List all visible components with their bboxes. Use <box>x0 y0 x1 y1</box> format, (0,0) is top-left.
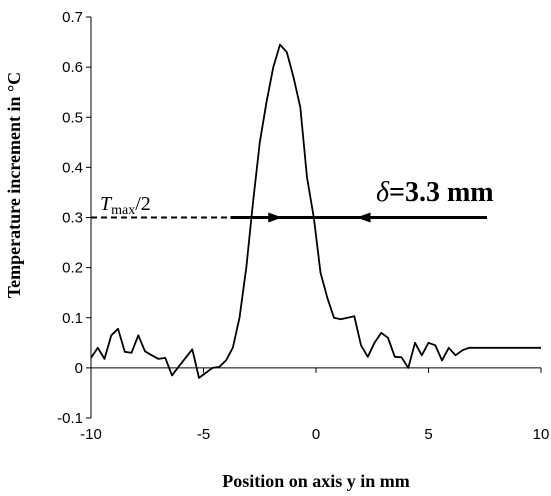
y-axis-ticks: -0.1 0 0.1 0.2 0.3 0.4 0.5 0.6 0.7 <box>57 9 91 427</box>
y-tick-label: 0.7 <box>62 9 83 26</box>
x-axis-ticks: -10 -5 0 5 10 <box>80 367 550 443</box>
x-tick-label: -10 <box>80 426 102 443</box>
series-group <box>90 43 541 379</box>
y-axis-title: Temperature increment in °C <box>4 72 24 298</box>
half-max-label-t: T <box>100 193 113 215</box>
y-tick-label: 0.4 <box>62 159 83 176</box>
x-tick-label: 0 <box>312 426 320 443</box>
x-tick-label: -5 <box>197 426 210 443</box>
y-tick-label: 0.5 <box>62 109 83 126</box>
y-tick-label: 0.3 <box>62 210 83 227</box>
y-tick-label: 0.1 <box>62 310 83 327</box>
y-tick-label: -0.1 <box>57 410 83 427</box>
delta-symbol: δ <box>376 177 390 208</box>
delta-label: δ=3.3 mm <box>376 177 494 208</box>
y-tick-label: 0.6 <box>62 59 83 76</box>
delta-arrow-left <box>268 212 283 223</box>
x-tick-label: 10 <box>533 426 550 443</box>
delta-value: =3.3 mm <box>389 177 494 208</box>
delta-arrow-right <box>356 212 371 223</box>
x-tick-label: 5 <box>424 426 432 443</box>
half-max-label-tail: /2 <box>135 193 151 215</box>
half-max-label-sub: max <box>111 203 135 218</box>
temperature-series-line <box>90 43 541 379</box>
half-max-label: Tmax/2 <box>100 193 151 218</box>
y-tick-label: 0.2 <box>62 260 83 277</box>
x-axis-title: Position on axis y in mm <box>222 471 410 491</box>
y-tick-label: 0 <box>75 360 83 377</box>
half-max-annotations <box>91 212 487 223</box>
